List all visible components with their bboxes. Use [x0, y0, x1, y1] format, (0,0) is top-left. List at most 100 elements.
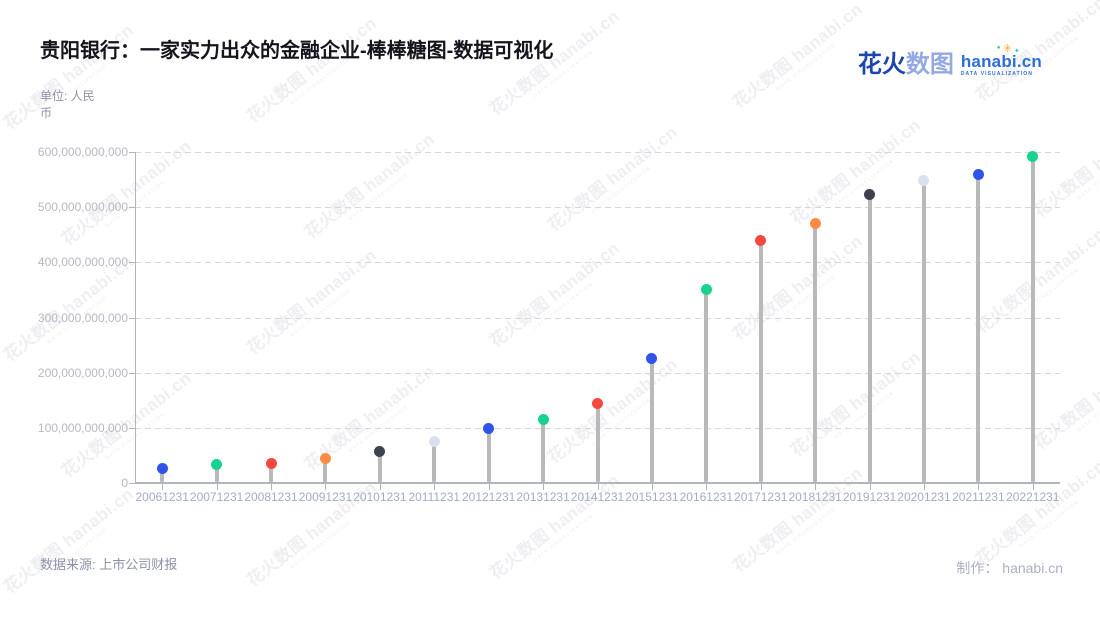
data-point-20061231[interactable]	[156, 463, 168, 475]
x-axis-tick	[488, 484, 490, 490]
y-axis-label: 200,000,000,000	[37, 365, 128, 380]
x-axis-label: 20181231	[788, 490, 842, 504]
x-axis-label: 20191231	[842, 490, 897, 504]
x-axis-tick	[543, 484, 545, 490]
x-axis-label: 20161231	[679, 490, 733, 504]
lollipop-stem	[432, 441, 437, 482]
y-axis-label: 300,000,000,000	[37, 310, 128, 325]
x-axis-label: 20061231	[135, 490, 189, 504]
x-axis-tick	[815, 484, 817, 490]
y-grid-line	[135, 152, 1060, 153]
data-point-20211231[interactable]	[972, 168, 984, 180]
unit-label: 单位: 人民币	[40, 89, 95, 120]
data-point-20101231[interactable]	[374, 445, 386, 457]
y-axis-line	[135, 152, 136, 483]
y-grid-line	[135, 262, 1060, 264]
lollipop-stem	[377, 451, 382, 482]
data-point-20221231[interactable]	[1027, 150, 1039, 162]
x-axis-tick	[379, 484, 381, 490]
x-axis-label: 20081231	[244, 490, 298, 504]
lollipop-stem	[269, 463, 274, 482]
lollipop-stem	[649, 358, 654, 482]
x-axis-tick	[978, 484, 980, 490]
x-axis-label: 20101231	[353, 490, 407, 504]
x-axis-tick	[1032, 484, 1034, 490]
x-axis-tick	[162, 484, 164, 490]
lollipop-stem	[867, 194, 872, 482]
x-axis-tick	[434, 484, 436, 490]
x-axis-tick	[706, 484, 708, 490]
lollipop-stem	[921, 180, 926, 482]
data-point-20161231[interactable]	[700, 284, 712, 296]
y-axis-label: 600,000,000,000	[37, 145, 128, 159]
data-point-20171231[interactable]	[755, 235, 767, 247]
x-axis-label: 20121231	[461, 490, 516, 504]
data-point-20141231[interactable]	[592, 397, 603, 409]
x-axis-label: 20221231	[1006, 490, 1060, 504]
logo-chinese-text: 花火数图	[858, 53, 954, 77]
x-axis-tick	[271, 484, 273, 490]
sparkle-icon: ✦	[1013, 48, 1020, 55]
credit-label: 制作： hanabi.cn	[956, 560, 1063, 576]
sparkle-icon: ●	[996, 45, 1001, 51]
data-point-20081231[interactable]	[265, 457, 277, 469]
x-axis-tick	[216, 484, 218, 490]
y-axis-tick	[129, 317, 135, 319]
data-point-20151231[interactable]	[646, 353, 658, 365]
lollipop-stem	[813, 223, 818, 482]
lollipop-stem	[758, 240, 763, 482]
x-axis-label: 20151231	[625, 490, 679, 504]
y-axis-label: 500,000,000,000	[37, 200, 128, 215]
lollipop-stem	[595, 403, 600, 482]
y-grid-line	[135, 317, 1060, 319]
logo-shutu-text: 数图	[905, 51, 954, 78]
y-axis-tick	[129, 483, 135, 484]
data-point-20121231[interactable]	[483, 423, 495, 435]
x-axis-label: 20211231	[952, 490, 1005, 504]
lollipop-stem	[160, 468, 165, 482]
x-axis-label: 20091231	[298, 490, 353, 504]
logo-tagline-text: DATA VISUALIZATION	[960, 71, 1033, 77]
x-axis-tick	[760, 484, 762, 490]
data-point-20131231[interactable]	[537, 414, 549, 426]
data-point-20071231[interactable]	[211, 459, 223, 471]
data-point-20201231[interactable]	[918, 174, 930, 186]
x-axis-line	[135, 482, 1060, 484]
x-axis-label: 20171231	[734, 490, 788, 504]
y-axis-tick	[129, 207, 135, 209]
y-axis-tick	[129, 262, 135, 264]
lollipop-stem	[323, 458, 328, 482]
logo-domain-block: ✳ ✦ ● hanabi.cn DATA VISUALIZATION	[960, 44, 1042, 77]
y-axis-label: 400,000,000,000	[37, 255, 128, 270]
x-axis-label: 20141231	[570, 490, 625, 504]
x-axis-label: 20131231	[516, 490, 570, 504]
data-point-20191231[interactable]	[864, 188, 876, 200]
hanabi-logo: 花火数图 ✳ ✦ ● hanabi.cn DATA VISUALIZATION	[858, 44, 1042, 77]
lollipop-stem	[1030, 156, 1035, 482]
x-axis-tick	[651, 484, 653, 490]
x-axis-tick	[325, 484, 327, 490]
y-grid-line	[135, 372, 1060, 374]
lollipop-stem	[486, 428, 491, 482]
lollipop-stem	[976, 174, 981, 482]
x-axis-label: 20071231	[189, 490, 244, 504]
data-source-label: 数据来源: 上市公司财报	[40, 557, 178, 572]
logo-domain-text: hanabi.cn	[960, 52, 1042, 71]
x-axis-label: 20201231	[897, 490, 951, 504]
y-axis-label: 100,000,000,000	[37, 420, 128, 435]
y-grid-line	[135, 207, 1060, 209]
x-axis-tick	[597, 484, 599, 490]
y-axis-tick	[129, 372, 135, 374]
x-axis-label: 20111231	[408, 490, 461, 504]
data-point-20181231[interactable]	[809, 218, 821, 230]
page-title: 贵阳银行：一家实力出众的金融企业-棒棒糖图-数据可视化	[40, 40, 554, 62]
x-axis-tick	[923, 484, 925, 490]
data-point-20091231[interactable]	[319, 452, 331, 464]
y-axis-label: 0	[121, 476, 128, 490]
y-axis-tick	[129, 427, 135, 429]
logo-huahuo-text: 花火	[857, 51, 906, 78]
data-point-20111231[interactable]	[428, 436, 440, 448]
x-axis-tick	[869, 484, 871, 490]
